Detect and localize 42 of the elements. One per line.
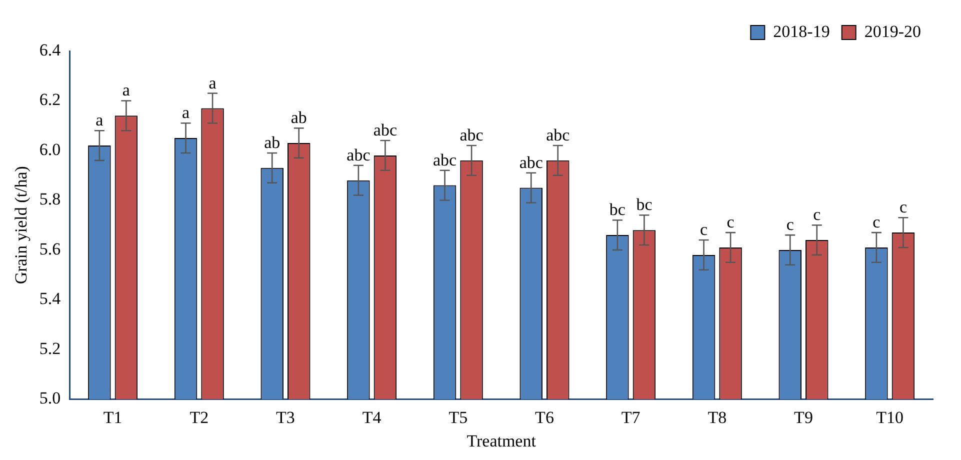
x-axis-title: Treatment [466,431,536,450]
y-tick-label: 6.4 [39,40,62,60]
data-label: ab [264,132,280,152]
data-label: c [872,212,881,232]
data-label: c [786,215,794,234]
data-label: c [813,205,822,224]
y-tick-label: 5.2 [39,338,61,358]
data-label: abc [546,125,570,144]
data-label: a [208,73,217,92]
data-label: abc [432,150,458,170]
y-tick-label: 5.4 [39,289,62,308]
data-label: a [182,103,190,122]
y-axis-title: Grain yield (t/ha) [12,166,31,284]
y-tick-label: 6.0 [39,140,61,159]
x-tick-label: T1 [103,408,122,427]
y-tick-label: 6.2 [39,90,61,110]
data-label: a [122,80,130,100]
x-tick-label: T6 [535,408,554,427]
x-tick-label: T9 [794,408,813,427]
y-tick-label: 5.0 [39,388,61,408]
data-label: a [96,110,104,130]
x-tick-label: T7 [621,408,641,427]
data-label: abc [460,125,484,144]
data-label: c [700,220,708,239]
x-tick-label: T4 [362,408,382,427]
x-tick-label: T10 [876,408,904,427]
x-tick-label: T2 [190,408,209,427]
y-tick-label: 5.8 [39,190,61,209]
data-label: c [726,212,735,232]
x-tick-label: T8 [708,408,727,427]
data-label: c [899,198,908,217]
y-tick-label: 5.6 [39,239,61,258]
data-label: abc [346,145,371,164]
x-tick-label: T5 [448,408,468,427]
data-label: bc [636,195,653,214]
data-label: ab [290,108,307,128]
data-label: bc [609,200,626,220]
data-label: abc [519,152,544,172]
legend-label: 2018-19 [773,22,830,41]
data-label: abc [373,120,398,140]
x-tick-label: T3 [276,408,295,427]
legend-label: 2019-20 [864,22,922,41]
